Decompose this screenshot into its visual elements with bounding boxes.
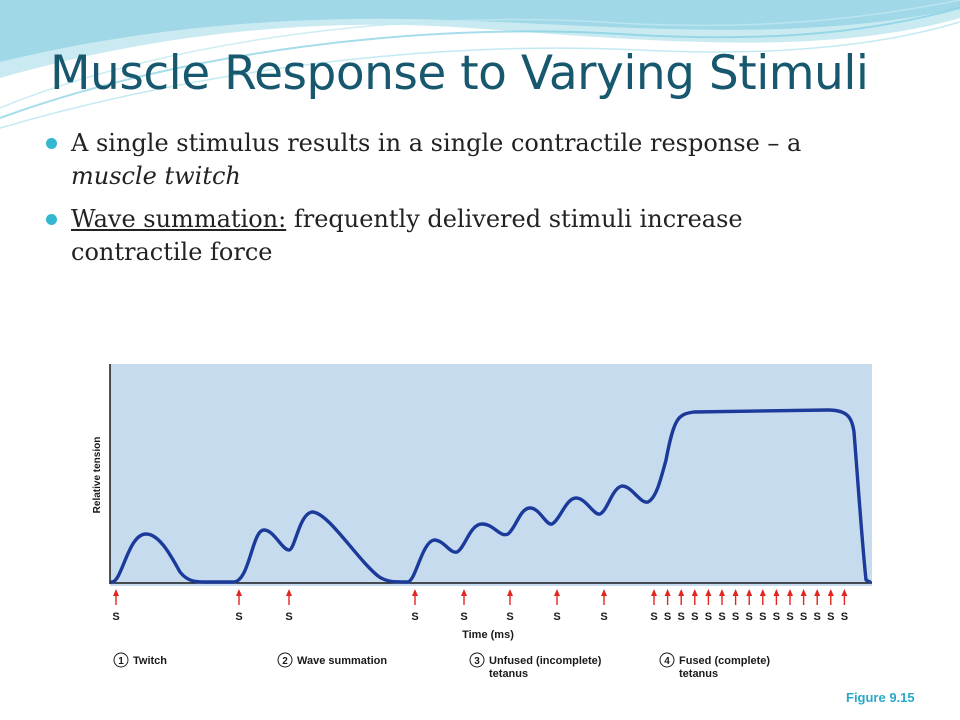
stimulus-label: S [732,611,739,623]
bullet-text: A single stimulus results in a single co… [71,129,802,157]
bullet-text: frequently delivered stimuli increase co… [71,205,743,266]
y-axis-label: Relative tension [92,437,103,514]
bullet-list: A single stimulus results in a single co… [44,127,824,279]
legend-number-circle [277,652,293,668]
stimulus-label: S [506,611,513,623]
stimulus-label: S [600,611,607,623]
legend-number: 1 [118,656,124,667]
stimulus-label: S [814,611,821,623]
legend-number: 3 [474,656,480,667]
legend-number-circle [469,652,485,668]
legend-number-circle [113,652,129,668]
bullet-twitch: A single stimulus results in a single co… [44,127,824,193]
stimulus-label: S [718,611,725,623]
legend-number: 4 [664,656,670,667]
stimulus-label: S [411,611,418,623]
stimulus-arrow: S [705,589,712,623]
stimulus-arrow: S [746,589,753,623]
legend-label: Unfused (incomplete) [489,655,602,667]
background-waves [0,0,960,129]
stimulus-label: S [841,611,848,623]
stimulus-label: S [678,611,685,623]
stimulus-label: S [759,611,766,623]
bullet-emphasis: muscle twitch [71,162,241,190]
stimulus-arrow: S [691,589,698,623]
stimulus-label: S [786,611,793,623]
stimulus-arrow: S [411,589,419,623]
plot-panel [110,364,872,586]
legend-item-wave-summation: 2 Wave summation [277,652,387,668]
legend-label: Fused (complete) [679,655,770,667]
stimulus-label: S [773,611,780,623]
legend-number: 2 [282,656,288,667]
figure-caption: Figure 9.15 [846,690,915,705]
stimulus-arrow: S [235,589,243,623]
stimulus-arrow: S [678,589,685,623]
stimulus-arrow: S [285,589,293,623]
stimulus-arrow: S [506,589,514,623]
stimulus-arrow: S [664,589,671,623]
bullet-dot [46,214,57,225]
legend-item-unfused-tetanus: 3 Unfused (incomplete) tetanus [469,652,602,680]
legend-label-line2: tetanus [489,668,528,680]
legend-label: Twitch [133,655,167,667]
figure-legend: 1 Twitch 2 Wave summation 3 Unfused (inc… [113,652,770,680]
legend-label-line2: tetanus [679,668,718,680]
tension-trace [110,408,872,584]
stimulus-arrow: S [718,589,726,623]
stimulus-label: S [827,611,834,623]
legend-number-circle [659,652,675,668]
stimulus-arrow: S [460,589,468,623]
stimulus-arrow: S [112,589,120,623]
stimulus-label: S [691,611,698,623]
stimulus-label: S [664,611,671,623]
legend-item-twitch: 1 Twitch [113,652,167,668]
stimulus-arrow: S [786,589,794,623]
stimulus-arrow: S [841,589,848,623]
stimulus-arrow: S [553,589,561,623]
stimulus-label: S [553,611,560,623]
stimulus-label: S [746,611,753,623]
stimulus-arrow: S [800,589,807,623]
stimulus-arrow: S [650,589,658,623]
stimulus-label: S [650,611,657,623]
slide-title: Muscle Response to Varying Stimuli [50,46,869,101]
stimulus-label: S [235,611,242,623]
stimulus-label: S [112,611,119,623]
stimulus-label: S [285,611,292,623]
stimulus-arrow: S [600,589,608,623]
stimulus-arrow: S [814,589,821,623]
stimulus-arrow: S [759,589,766,623]
legend-item-fused-tetanus: 4 Fused (complete) tetanus [659,652,770,680]
stimulus-label: S [705,611,712,623]
stimulus-arrow: S [732,589,739,623]
x-axis-label: Time (ms) [462,629,514,641]
legend-label: Wave summation [297,655,387,667]
stimulus-label: S [460,611,467,623]
bullet-wave-summation: Wave summation: frequently delivered sti… [44,203,824,269]
bullet-term: Wave summation: [71,205,287,233]
stimulus-arrow: S [827,589,834,623]
bullet-dot [46,138,57,149]
stimulus-label: S [800,611,807,623]
stimulus-arrow: S [773,589,780,623]
